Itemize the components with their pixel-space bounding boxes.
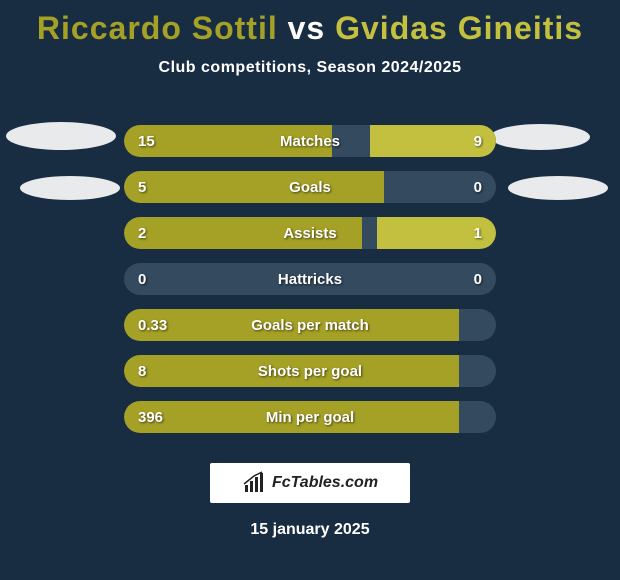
- decorative-ellipse: [508, 176, 608, 200]
- stat-label: Goals: [124, 179, 496, 196]
- watermark-badge: FcTables.com: [210, 463, 410, 503]
- stat-label: Goals per match: [124, 317, 496, 334]
- decorative-ellipse: [20, 176, 120, 200]
- stat-value-right: 1: [474, 225, 482, 242]
- stat-label: Min per goal: [124, 409, 496, 426]
- player1-name: Riccardo Sottil: [37, 10, 278, 46]
- stat-row: 396Min per goal: [124, 401, 496, 433]
- stat-label: Shots per goal: [124, 363, 496, 380]
- stat-label: Assists: [124, 225, 496, 242]
- watermark-text: FcTables.com: [272, 474, 378, 492]
- stat-row: 0.33Goals per match: [124, 309, 496, 341]
- page-title: Riccardo Sottil vs Gvidas Gineitis: [0, 0, 620, 47]
- stat-row: 5Goals0: [124, 171, 496, 203]
- stat-row: 15Matches9: [124, 125, 496, 157]
- stat-row: 2Assists1: [124, 217, 496, 249]
- decorative-ellipse: [6, 122, 116, 150]
- chart-icon: [242, 471, 266, 495]
- stat-label: Hattricks: [124, 271, 496, 288]
- player2-name: Gvidas Gineitis: [335, 10, 583, 46]
- stat-value-right: 0: [474, 271, 482, 288]
- stat-row: 0Hattricks0: [124, 263, 496, 295]
- decorative-ellipse: [490, 124, 590, 150]
- stat-label: Matches: [124, 133, 496, 150]
- stat-row: 8Shots per goal: [124, 355, 496, 387]
- subtitle: Club competitions, Season 2024/2025: [0, 59, 620, 77]
- stat-value-right: 0: [474, 179, 482, 196]
- stats-chart: 15Matches95Goals02Assists10Hattricks00.3…: [124, 125, 496, 433]
- stat-value-right: 9: [474, 133, 482, 150]
- vs-text: vs: [288, 10, 326, 46]
- date-text: 15 january 2025: [0, 521, 620, 539]
